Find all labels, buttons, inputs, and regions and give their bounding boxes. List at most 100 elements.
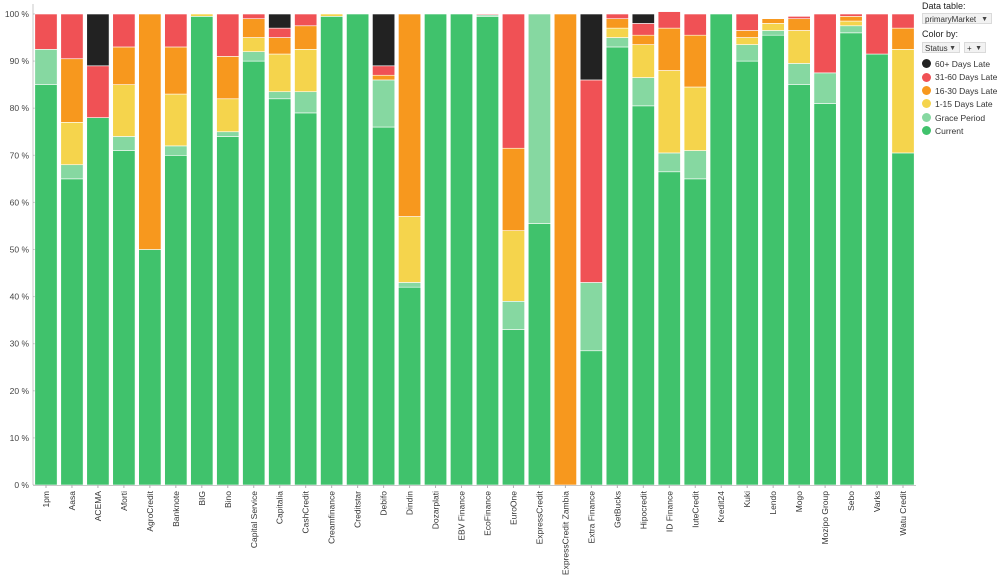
bar-segment-16-30-days-late[interactable] xyxy=(735,30,759,38)
bar-segment-16-30-days-late[interactable] xyxy=(216,56,240,100)
bar-segment-31-60-days-late[interactable] xyxy=(579,79,603,283)
bar-segment-31-60-days-late[interactable] xyxy=(34,13,58,50)
legend-item[interactable]: 1-15 Days Late xyxy=(922,99,993,110)
bar-segment-current[interactable] xyxy=(138,249,162,486)
bar-segment-16-30-days-late[interactable] xyxy=(891,27,915,50)
bar-segment-current[interactable] xyxy=(424,13,448,486)
bar-segment-current[interactable] xyxy=(476,16,499,486)
bar-segment-current[interactable] xyxy=(605,46,629,486)
bar-segment-current[interactable] xyxy=(450,13,473,486)
bar-segment-60-days-late[interactable] xyxy=(86,13,110,67)
add-color-button[interactable]: + ▼ xyxy=(964,42,986,53)
bar-segment-current[interactable] xyxy=(657,171,681,486)
bar-segment-16-30-days-late[interactable] xyxy=(657,27,681,71)
bar-segment-current[interactable] xyxy=(709,13,733,486)
bar-segment-grace-period[interactable] xyxy=(683,150,707,180)
bar-segment-grace-period[interactable] xyxy=(501,301,525,330)
bar-segment-grace-period[interactable] xyxy=(839,25,863,34)
bar-segment-current[interactable] xyxy=(242,60,266,486)
bar-segment-1-15-days-late[interactable] xyxy=(242,37,266,52)
bar-segment-60-days-late[interactable] xyxy=(631,13,655,24)
bar-segment-1-15-days-late[interactable] xyxy=(398,216,422,283)
bar-segment-grace-period[interactable] xyxy=(34,49,58,85)
bar-segment-current[interactable] xyxy=(891,152,915,486)
bar-segment-current[interactable] xyxy=(631,105,655,486)
bar-segment-31-60-days-late[interactable] xyxy=(787,16,811,20)
bar-segment-grace-period[interactable] xyxy=(294,91,318,114)
bar-segment-1-15-days-late[interactable] xyxy=(891,49,915,154)
bar-segment-1-15-days-late[interactable] xyxy=(501,230,525,302)
bar-segment-31-60-days-late[interactable] xyxy=(839,13,863,17)
bar-segment-grace-period[interactable] xyxy=(735,44,759,62)
bar-segment-1-15-days-late[interactable] xyxy=(320,13,344,17)
bar-segment-current[interactable] xyxy=(372,126,396,486)
bar-segment-31-60-days-late[interactable] xyxy=(735,13,759,31)
bar-segment-1-15-days-late[interactable] xyxy=(216,98,240,133)
bar-segment-grace-period[interactable] xyxy=(527,13,551,224)
bar-segment-current[interactable] xyxy=(34,84,58,486)
bar-segment-31-60-days-late[interactable] xyxy=(294,13,318,27)
bar-segment-1-15-days-late[interactable] xyxy=(190,13,214,17)
bar-segment-31-60-days-late[interactable] xyxy=(865,13,889,55)
bar-segment-31-60-days-late[interactable] xyxy=(216,13,240,57)
bar-segment-current[interactable] xyxy=(398,286,422,486)
bar-segment-16-30-days-late[interactable] xyxy=(605,18,629,29)
bar-segment-31-60-days-late[interactable] xyxy=(164,13,188,48)
bar-segment-current[interactable] xyxy=(865,53,889,486)
bar-segment-1-15-days-late[interactable] xyxy=(60,122,84,166)
bar-segment-grace-period[interactable] xyxy=(657,152,681,173)
bar-segment-1-15-days-late[interactable] xyxy=(631,44,655,78)
bar-segment-current[interactable] xyxy=(787,84,811,486)
bar-segment-16-30-days-late[interactable] xyxy=(631,34,655,45)
legend-item[interactable]: Grace Period xyxy=(922,113,985,124)
bar-segment-1-15-days-late[interactable] xyxy=(657,70,681,154)
bar-segment-16-30-days-late[interactable] xyxy=(372,74,396,81)
bar-segment-current[interactable] xyxy=(346,13,370,486)
bar-segment-31-60-days-late[interactable] xyxy=(476,13,499,16)
bar-segment-16-30-days-late[interactable] xyxy=(294,25,318,50)
bar-segment-grace-period[interactable] xyxy=(398,282,422,288)
bar-segment-31-60-days-late[interactable] xyxy=(242,13,266,20)
bar-segment-grace-period[interactable] xyxy=(372,79,396,128)
bar-segment-31-60-days-late[interactable] xyxy=(372,65,396,76)
bar-segment-grace-period[interactable] xyxy=(268,91,292,100)
bar-segment-16-30-days-late[interactable] xyxy=(683,34,707,88)
bar-segment-grace-period[interactable] xyxy=(761,30,785,36)
bar-segment-grace-period[interactable] xyxy=(60,164,84,180)
color-by-dropdown[interactable]: Status ▼ xyxy=(922,42,960,53)
bar-segment-16-30-days-late[interactable] xyxy=(398,13,422,217)
bar-segment-current[interactable] xyxy=(527,223,551,486)
legend-item[interactable]: 16-30 Days Late xyxy=(922,86,997,97)
bar-segment-grace-period[interactable] xyxy=(787,63,811,85)
bar-segment-31-60-days-late[interactable] xyxy=(501,13,525,149)
bar-segment-1-15-days-late[interactable] xyxy=(268,53,292,93)
bar-segment-31-60-days-late[interactable] xyxy=(657,11,681,29)
bar-segment-1-15-days-late[interactable] xyxy=(735,37,759,45)
bar-segment-current[interactable] xyxy=(294,112,318,486)
bar-segment-16-30-days-late[interactable] xyxy=(553,13,577,486)
bar-segment-1-15-days-late[interactable] xyxy=(164,93,188,147)
bar-segment-current[interactable] xyxy=(112,150,136,486)
bar-segment-31-60-days-late[interactable] xyxy=(631,23,655,36)
bar-segment-31-60-days-late[interactable] xyxy=(891,13,915,29)
bar-segment-1-15-days-late[interactable] xyxy=(761,23,785,31)
bar-segment-16-30-days-late[interactable] xyxy=(164,46,188,95)
bar-segment-16-30-days-late[interactable] xyxy=(242,18,266,38)
bar-segment-current[interactable] xyxy=(320,16,344,486)
bar-segment-31-60-days-late[interactable] xyxy=(60,13,84,60)
bar-segment-grace-period[interactable] xyxy=(216,131,240,137)
bar-segment-grace-period[interactable] xyxy=(112,136,136,151)
bar-segment-current[interactable] xyxy=(268,98,292,486)
bar-segment-60-days-late[interactable] xyxy=(268,13,292,29)
legend-item[interactable]: Current xyxy=(922,126,963,137)
bar-segment-16-30-days-late[interactable] xyxy=(839,16,863,22)
bar-segment-16-30-days-late[interactable] xyxy=(112,46,136,85)
bar-segment-current[interactable] xyxy=(190,16,214,486)
bar-segment-grace-period[interactable] xyxy=(605,37,629,48)
bar-segment-current[interactable] xyxy=(579,350,603,486)
bar-segment-current[interactable] xyxy=(86,117,110,486)
bar-segment-current[interactable] xyxy=(683,178,707,486)
bar-segment-31-60-days-late[interactable] xyxy=(268,27,292,38)
bar-segment-current[interactable] xyxy=(735,60,759,486)
bar-segment-grace-period[interactable] xyxy=(813,72,837,104)
